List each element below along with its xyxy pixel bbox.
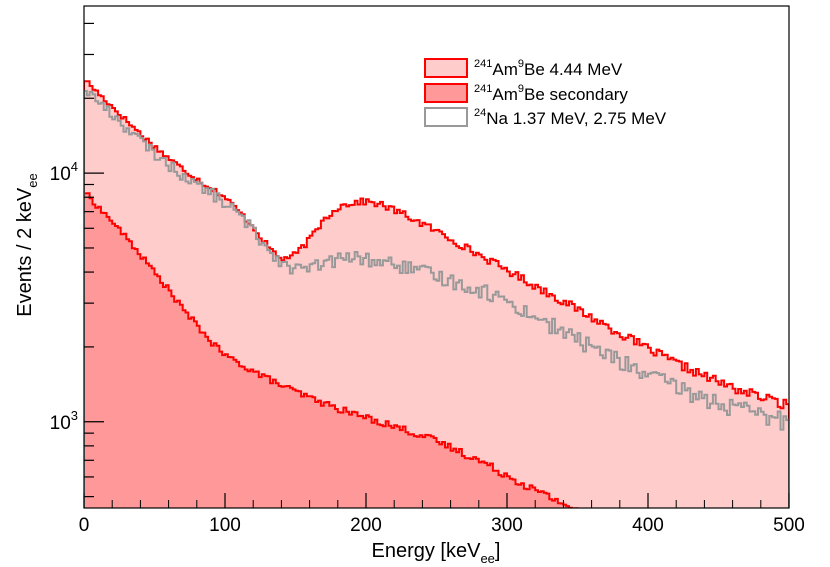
legend-swatch-ambe-secondary bbox=[424, 83, 468, 103]
y-axis-title: Events / 2 keVee bbox=[14, 173, 40, 316]
legend-label-ambe-444: 241Am9Be 4.44 MeV bbox=[474, 58, 623, 79]
plot-frame bbox=[83, 5, 790, 509]
series-fill-ambe_secondary bbox=[84, 193, 585, 508]
x-tick-label: 500 bbox=[773, 515, 805, 536]
legend-swatch-na24 bbox=[424, 107, 468, 127]
x-tick-label: 200 bbox=[350, 515, 382, 536]
series-line-na24 bbox=[84, 90, 789, 508]
plot-area bbox=[84, 80, 789, 508]
legend: 241Am9Be 4.44 MeV 241Am9Be secondary 24N… bbox=[424, 58, 667, 128]
x-axis-title: Energy [keVee] bbox=[372, 540, 501, 566]
x-tick-label: 400 bbox=[632, 515, 664, 536]
series-line-ambe_secondary bbox=[84, 192, 586, 508]
x-tick-label: 100 bbox=[209, 515, 241, 536]
legend-swatch-ambe-444 bbox=[424, 58, 468, 78]
legend-label-na24: 24Na 1.37 MeV, 2.75 MeV bbox=[474, 107, 667, 128]
y-tick-label: 104 bbox=[50, 159, 78, 185]
axes: 0 100 200 300 400 500 103 104 bbox=[50, 22, 805, 536]
x-tick-label: 300 bbox=[491, 515, 523, 536]
legend-label-ambe-secondary: 241Am9Be secondary bbox=[474, 83, 628, 104]
series-ambe_secondary bbox=[84, 192, 586, 508]
x-tick-label: 0 bbox=[79, 515, 90, 536]
series-na24 bbox=[84, 90, 789, 508]
y-tick-label: 103 bbox=[50, 408, 78, 434]
